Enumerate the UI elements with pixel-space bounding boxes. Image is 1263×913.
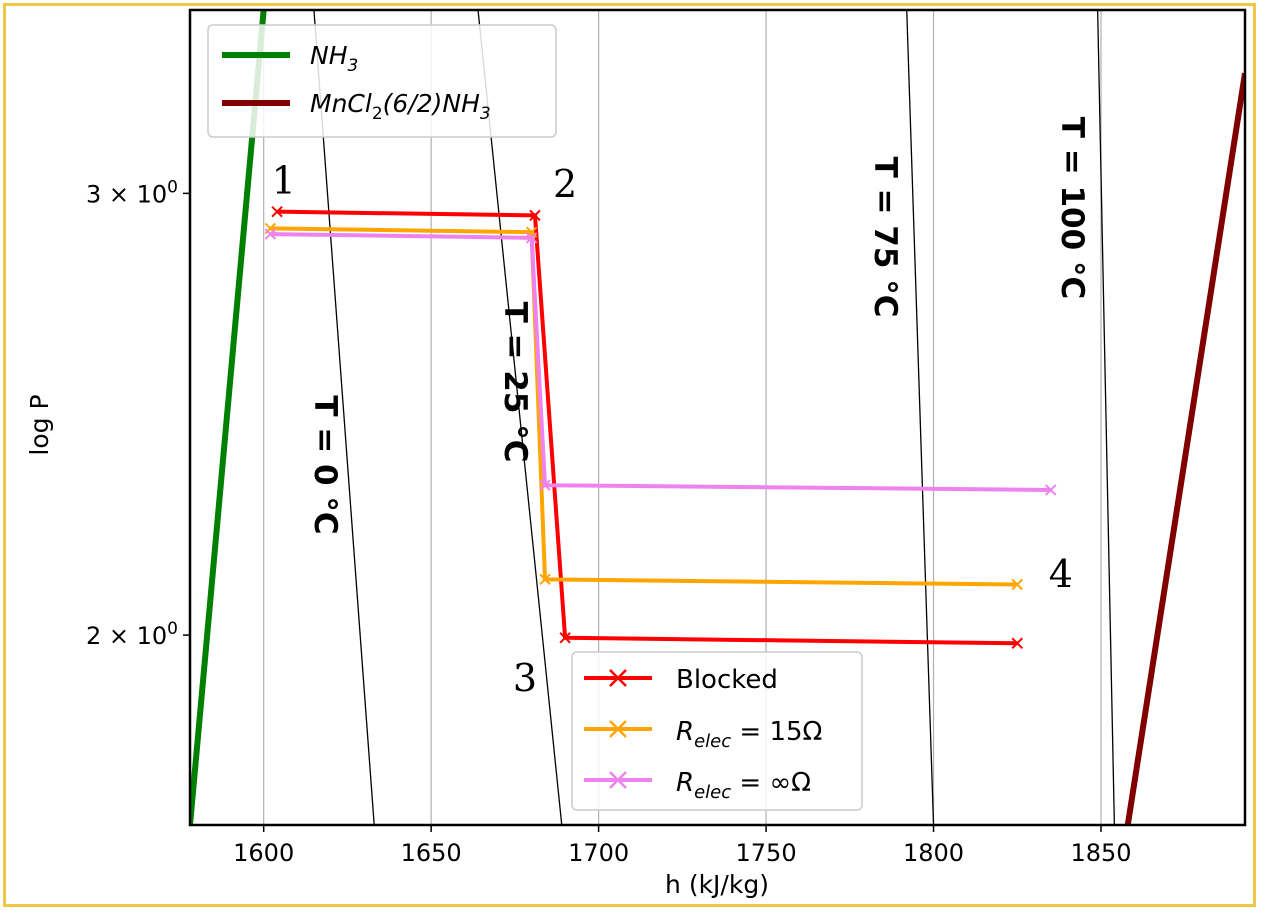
legend-label-rinf: Relec = ∞Ω <box>676 768 811 803</box>
point-label-2: 3 <box>513 656 537 700</box>
x-tick-layer: 1600 1650 1700 1750 1800 1850 <box>233 825 1132 867</box>
legend-marker-r15 <box>609 720 627 738</box>
point-label-3: 4 <box>1049 552 1073 596</box>
x-tick-label-1: 1650 <box>401 839 462 867</box>
series-marker-2-1 <box>525 232 538 244</box>
series-marker-2-0 <box>264 228 277 240</box>
series-line-1 <box>270 226 1018 587</box>
isotherm-layer <box>313 10 1116 825</box>
series-marker-2-2 <box>539 479 551 491</box>
series-legend: Blocked Relec = 15Ω Relec = ∞Ω <box>571 651 863 811</box>
y-tick-layer: 2 × 100 3 × 100 <box>86 177 190 650</box>
series-marker-1-3 <box>1011 578 1023 591</box>
isotherm-label-2: T = 75 °C <box>867 157 903 318</box>
legend-marker-blocked <box>609 669 627 687</box>
series-marker-0-0 <box>271 205 283 218</box>
isotherm-label-0: T = 0 °C <box>307 395 343 534</box>
series-marker-0-1 <box>529 209 541 222</box>
boundary-line-0 <box>190 10 267 825</box>
x-tick-label-5: 1850 <box>1070 839 1131 867</box>
x-tick-label-2: 1700 <box>568 839 629 867</box>
series-line-2 <box>270 232 1051 492</box>
isotherm-line-3 <box>1096 10 1116 825</box>
series-layer <box>264 205 1057 649</box>
series-marker-1-2 <box>539 573 551 586</box>
isotherm-line-2 <box>906 10 935 825</box>
series-line-0 <box>277 209 1018 646</box>
isotherm-label-layer: T = 0 °C T = 25 °C T = 75 °C T = 100 °C <box>307 117 1090 535</box>
boundary-line-1 <box>1124 72 1245 825</box>
isotherm-line-1 <box>477 10 563 825</box>
series-marker-0-3 <box>1011 637 1023 649</box>
x-tick-label-0: 1600 <box>233 839 294 867</box>
point-label-layer: 1 2 3 4 <box>272 158 1073 700</box>
series-marker-0-2 <box>559 632 571 644</box>
isotherm-label-3: T = 100 °C <box>1054 117 1090 299</box>
series-marker-2-3 <box>1045 484 1057 496</box>
point-label-1: 2 <box>553 162 577 206</box>
y-tick-label-1: 3 × 100 <box>86 177 178 208</box>
legend-label-blocked: Blocked <box>676 665 778 695</box>
y-tick-label-0: 2 × 100 <box>86 619 178 650</box>
series-legend-box <box>571 651 863 811</box>
legend-label-r15: Relec = 15Ω <box>676 717 822 752</box>
boundary-legend-box <box>207 24 557 138</box>
isotherm-label-1: T = 25 °C <box>497 302 533 463</box>
legend-label-nh3: NH3 <box>310 41 358 76</box>
x-tick-label-3: 1750 <box>736 839 797 867</box>
x-tick-label-4: 1800 <box>903 839 964 867</box>
boundary-layer <box>190 10 1245 825</box>
point-label-0: 1 <box>272 158 296 202</box>
boundary-legend: NH3 MnCl2(6/2)NH3 <box>207 24 557 138</box>
axes-frame <box>188 8 1247 827</box>
isotherm-line-0 <box>313 10 375 825</box>
x-axis-label: h (kJ/kg) <box>665 870 769 899</box>
legend-marker-rinf <box>609 771 627 789</box>
legend-label-mncl2: MnCl2(6/2)NH3 <box>310 89 491 124</box>
y-axis-label: log P <box>25 394 54 455</box>
